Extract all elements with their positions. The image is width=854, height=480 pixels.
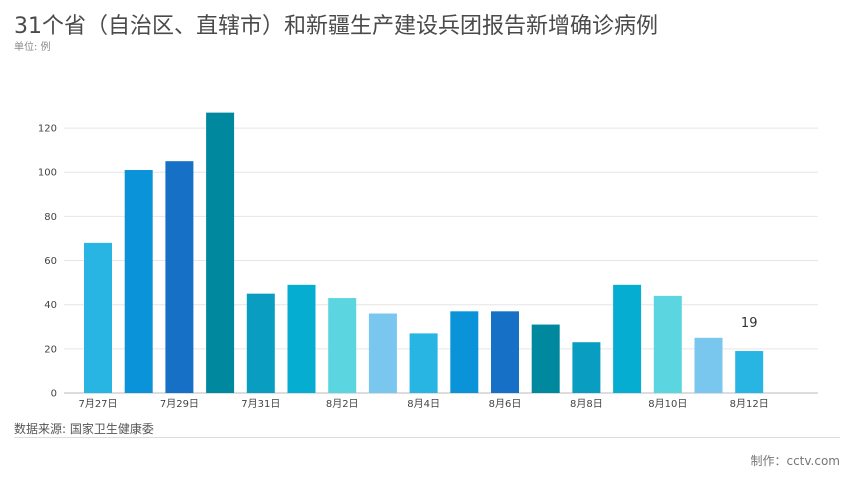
bar-chart: 0 20 40 60 80 100 120 7月27日 7月29日 7月31日 8月2日 8月4日 8月… xyxy=(38,112,818,410)
y-tick-label: 60 xyxy=(44,256,57,267)
y-tick-label: 20 xyxy=(44,344,57,355)
bar xyxy=(368,313,397,393)
x-tick-label: 8月8日 xyxy=(570,398,603,410)
chart-title: 31个省（自治区、直辖市）和新疆生产建设兵团报告新增确诊病例 xyxy=(14,14,658,39)
y-tick-label: 100 xyxy=(38,168,57,179)
x-tick-label: 7月27日 xyxy=(78,398,117,410)
unit-label: 单位: 例 xyxy=(14,42,51,53)
bar xyxy=(124,170,153,393)
data-source: 数据来源: 国家卫生健康委 xyxy=(14,422,154,436)
bar xyxy=(491,311,519,393)
y-tick-label: 40 xyxy=(44,300,57,311)
bar xyxy=(450,311,479,393)
bar xyxy=(409,333,438,393)
x-tick-label: 7月29日 xyxy=(160,398,199,410)
bar xyxy=(287,284,316,393)
data-label: 19 xyxy=(741,316,758,331)
bar xyxy=(531,324,560,393)
x-tick-label: 8月2日 xyxy=(326,398,359,410)
bar xyxy=(328,298,357,393)
bar xyxy=(206,112,235,393)
y-tick-label: 80 xyxy=(44,212,57,223)
bar xyxy=(572,342,601,393)
bar xyxy=(613,284,642,393)
bar xyxy=(246,293,275,393)
x-tick-label: 8月10日 xyxy=(648,398,687,410)
bar xyxy=(84,242,112,393)
y-tick-label: 0 xyxy=(51,389,57,400)
credit-text: 制作：cctv.com xyxy=(750,454,840,468)
bar xyxy=(165,161,194,393)
y-tick-label: 120 xyxy=(38,124,57,135)
bar xyxy=(694,337,723,393)
x-tick-label: 8月6日 xyxy=(489,398,522,410)
bar xyxy=(653,295,682,393)
x-tick-label: 7月31日 xyxy=(241,398,280,410)
x-tick-label: 8月12日 xyxy=(730,398,769,410)
x-tick-label: 8月4日 xyxy=(407,398,440,410)
footer-divider xyxy=(14,437,840,438)
bar xyxy=(735,351,764,393)
